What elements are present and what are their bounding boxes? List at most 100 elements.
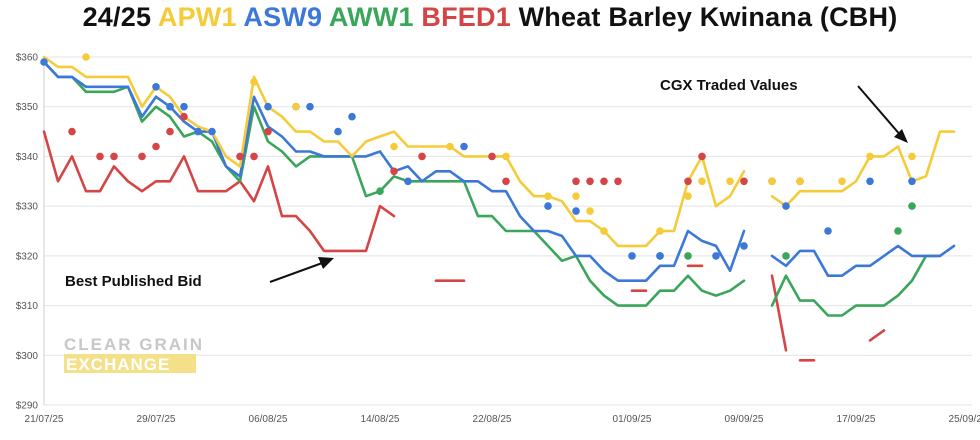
y-tick-label: $350 xyxy=(16,102,39,113)
y-tick-label: $360 xyxy=(16,53,39,64)
traded-point-apw1 xyxy=(768,177,776,186)
x-tick-label: 17/09/25 xyxy=(837,414,876,425)
traded-point-asw9 xyxy=(572,207,580,215)
traded-point-bfed1 xyxy=(152,142,160,151)
traded-point-asw9 xyxy=(712,252,720,260)
title-bfed1: BFED1 xyxy=(421,2,511,32)
traded-point-bfed1 xyxy=(698,152,706,161)
series-group xyxy=(40,53,956,362)
y-tick-labels: $290 $300 $310 $320 $330 $340 $350 $360 xyxy=(16,53,39,412)
logo-line2: EXCHANGE xyxy=(66,355,170,374)
traded-point-asw9 xyxy=(656,252,664,260)
x-tick-label: 21/07/25 xyxy=(25,414,64,425)
y-tick-label: $330 xyxy=(16,202,39,213)
traded-point-apw1 xyxy=(390,142,398,151)
traded-point-aww1 xyxy=(908,202,916,210)
traded-point-bfed1 xyxy=(600,177,608,186)
traded-point-bfed1 xyxy=(96,152,104,161)
traded-point-bfed1 xyxy=(418,152,426,161)
traded-point-asw9 xyxy=(264,102,272,111)
traded-point-bfed1 xyxy=(502,177,510,186)
x-tick-labels: 21/07/25 29/07/25 06/08/25 14/08/25 22/08/25… xyxy=(25,414,980,425)
series-line-bfed1 xyxy=(868,329,886,342)
traded-point-asw9 xyxy=(334,127,342,136)
y-tick-label: $290 xyxy=(16,401,39,412)
traded-point-bfed1 xyxy=(250,152,258,161)
traded-point-aww1 xyxy=(782,252,790,260)
traded-point-bfed1 xyxy=(390,167,398,176)
traded-point-bfed1 xyxy=(138,152,146,161)
title-aww1: AWW1 xyxy=(328,2,414,32)
traded-point-asw9 xyxy=(348,112,356,121)
traded-point-bfed1 xyxy=(180,112,188,121)
series-asw9 xyxy=(42,60,956,283)
title-season: 24/25 xyxy=(82,2,152,32)
title-apw1: APW1 xyxy=(157,2,237,32)
traded-point-bfed1 xyxy=(236,152,244,161)
series-apw1 xyxy=(42,55,956,248)
traded-point-bfed1 xyxy=(264,127,272,136)
traded-point-apw1 xyxy=(698,177,706,186)
x-tick-label: 01/09/25 xyxy=(613,414,652,425)
logo-line1: CLEAR GRAIN xyxy=(64,335,204,354)
logo-band xyxy=(64,354,196,373)
title-asw9: ASW9 xyxy=(243,2,323,32)
traded-point-bfed1 xyxy=(488,152,496,161)
traded-point-apw1 xyxy=(684,192,692,200)
annotation-cgx: CGX Traded Values xyxy=(660,77,908,143)
traded-point-aww1 xyxy=(894,227,902,235)
annotation-cgx-arrow-line xyxy=(857,85,903,138)
traded-point-aww1 xyxy=(684,252,692,260)
series-line-bfed1 xyxy=(770,274,788,352)
y-tick-label: $300 xyxy=(16,351,39,362)
traded-point-asw9 xyxy=(866,177,874,186)
traded-point-apw1 xyxy=(726,177,734,186)
series-bfed1 xyxy=(42,130,886,362)
traded-points-asw9 xyxy=(40,58,916,260)
traded-point-asw9 xyxy=(40,58,48,66)
series-line-aww1 xyxy=(42,60,746,307)
series-line-apw1 xyxy=(770,130,956,208)
traded-point-apw1 xyxy=(600,227,608,235)
annotation-bid: Best Published Bid xyxy=(65,257,334,290)
annotation-cgx-arrowhead xyxy=(894,129,908,143)
traded-point-asw9 xyxy=(306,102,314,111)
traded-point-bfed1 xyxy=(68,127,76,136)
annotation-bid-arrow-line xyxy=(269,261,326,283)
traded-point-apw1 xyxy=(866,152,874,161)
traded-point-asw9 xyxy=(460,142,468,151)
traded-point-apw1 xyxy=(838,177,846,186)
traded-points-apw1 xyxy=(82,53,916,235)
traded-point-asw9 xyxy=(782,202,790,210)
x-tick-label: 22/08/25 xyxy=(473,414,512,425)
traded-point-apw1 xyxy=(544,192,552,200)
traded-point-bfed1 xyxy=(740,177,748,186)
traded-point-asw9 xyxy=(628,252,636,260)
traded-point-asw9 xyxy=(544,202,552,210)
traded-point-apw1 xyxy=(82,53,90,61)
annotation-bid-text: Best Published Bid xyxy=(65,273,202,290)
traded-point-apw1 xyxy=(446,142,454,151)
annotation-bid-arrowhead xyxy=(318,257,334,269)
traded-point-apw1 xyxy=(656,227,664,235)
x-tick-label: 29/07/25 xyxy=(137,414,176,425)
y-tick-label: $340 xyxy=(16,152,39,163)
series-line-aww1 xyxy=(770,254,942,317)
logo: CLEAR GRAIN EXCHANGE xyxy=(64,335,204,374)
traded-point-asw9 xyxy=(180,102,188,111)
y-tick-label: $310 xyxy=(16,301,39,312)
traded-point-asw9 xyxy=(166,102,174,111)
traded-point-bfed1 xyxy=(614,177,622,186)
title-rest: Wheat Barley Kwinana (CBH) xyxy=(518,2,898,32)
traded-point-apw1 xyxy=(502,152,510,161)
series-line-bfed1 xyxy=(42,130,396,253)
traded-point-apw1 xyxy=(586,207,594,215)
x-tick-label: 14/08/25 xyxy=(361,414,400,425)
x-tick-label: 25/09/25 xyxy=(949,414,980,425)
traded-point-asw9 xyxy=(908,177,916,186)
traded-point-asw9 xyxy=(824,227,832,235)
traded-point-apw1 xyxy=(908,152,916,161)
x-tick-label: 09/09/25 xyxy=(725,414,764,425)
traded-point-apw1 xyxy=(796,177,804,186)
